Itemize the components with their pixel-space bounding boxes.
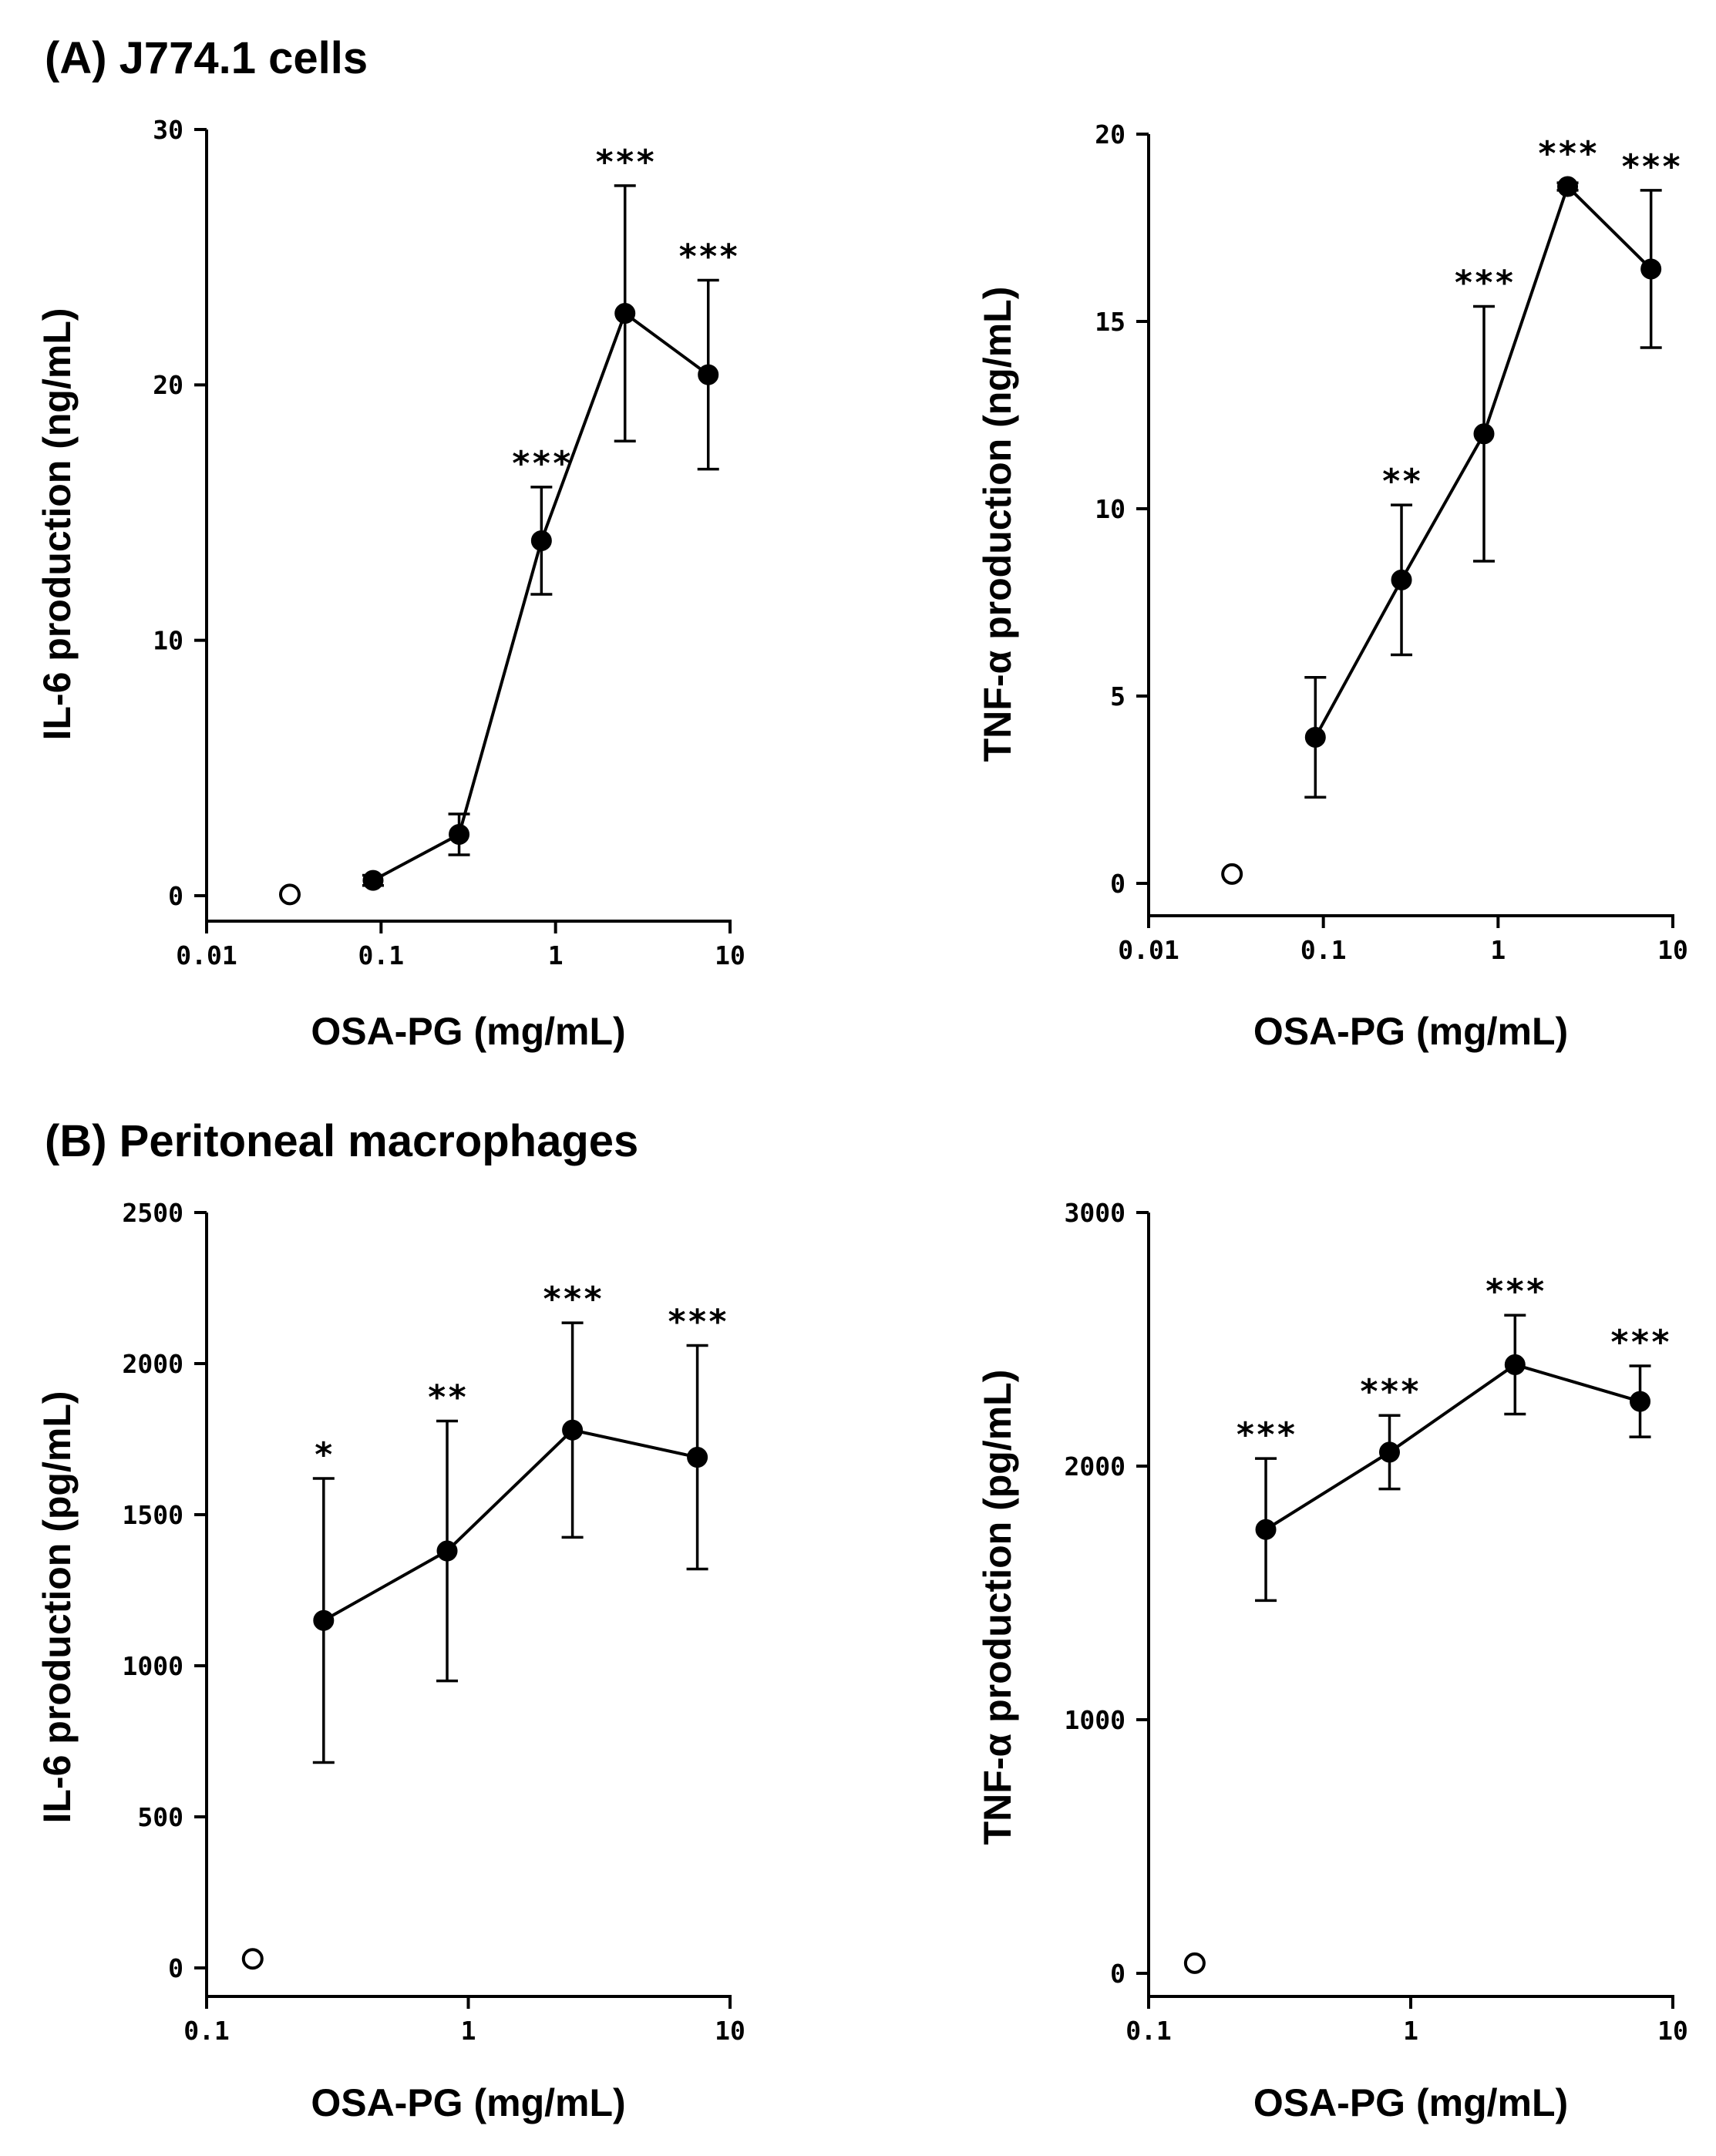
data-point [436, 1540, 458, 1562]
x-axis-label: OSA-PG (mg/mL) [311, 1010, 625, 1053]
y-tick-label: 20 [1095, 119, 1125, 150]
x-axis-label: OSA-PG (mg/mL) [1253, 1010, 1568, 1053]
y-tick-label: 0 [168, 1953, 183, 1983]
y-axis-label: IL-6 production (pg/mL) [35, 1391, 79, 1823]
significance-label: *** [1485, 1272, 1546, 1311]
x-tick-label: 10 [1657, 2016, 1688, 2046]
data-point [530, 530, 552, 551]
y-tick-label: 1000 [1065, 1705, 1125, 1735]
significance-label: *** [1235, 1415, 1296, 1455]
chart-a-tnf: 0 5 10 15 20 0.01 0.1 1 10 OSA-PG (mg/mL) TNF-α pr… [976, 119, 1688, 1053]
y-tick-label: 15 [1095, 307, 1125, 337]
y-tick-label: 0 [1110, 869, 1125, 899]
y-tick-label: 30 [153, 115, 183, 145]
y-tick-label: 10 [153, 626, 183, 656]
significance-label: *** [1359, 1372, 1420, 1411]
data-point [362, 869, 384, 891]
y-tick-label: 0 [1110, 1959, 1125, 1989]
x-tick-label: 10 [715, 2016, 745, 2046]
data-point [1378, 1441, 1400, 1463]
y-tick-label: 1500 [123, 1500, 183, 1530]
y-tick-label: 20 [153, 370, 183, 400]
x-tick-label: 10 [1657, 935, 1688, 965]
x-axis-label: OSA-PG (mg/mL) [1253, 2081, 1568, 2124]
significance-label: *** [667, 1302, 728, 1341]
data-point [1473, 423, 1495, 445]
y-tick-label: 10 [1095, 494, 1125, 524]
series-line [1264, 1363, 1641, 1531]
significance-label: *** [594, 143, 655, 182]
control-point [241, 1948, 264, 1970]
control-point [1183, 1952, 1206, 1974]
y-tick-label: 2000 [123, 1349, 183, 1379]
y-tick-label: 2000 [1065, 1451, 1125, 1482]
data-point [1640, 258, 1662, 280]
data-point [687, 1447, 708, 1468]
series-line [372, 311, 709, 882]
x-tick-label: 1 [548, 940, 564, 970]
x-axis-label: OSA-PG (mg/mL) [311, 2081, 625, 2124]
x-tick-label: 0.01 [1118, 935, 1179, 965]
data-point [1630, 1391, 1651, 1412]
significance-label: ** [427, 1377, 468, 1417]
x-tick-label: 0.01 [176, 940, 237, 970]
significance-label: *** [1620, 147, 1681, 187]
significance-label: *** [542, 1280, 603, 1319]
y-tick-label: 500 [137, 1802, 183, 1832]
chart-b-tnf: 0 1000 2000 3000 0.1 1 10 OSA-PG (mg/mL) TNF-α p… [976, 1198, 1688, 2124]
y-tick-label: 0 [168, 881, 183, 911]
series-line [322, 1428, 698, 1622]
x-tick-label: 0.1 [183, 2016, 230, 2046]
data-point [698, 364, 719, 385]
x-tick-label: 10 [715, 940, 745, 970]
significance-label: *** [1610, 1323, 1671, 1362]
data-point [1255, 1519, 1277, 1540]
significance-label: *** [1453, 264, 1514, 303]
section-title-a: (A) J774.1 cells [45, 33, 368, 83]
significance-label: *** [678, 237, 739, 276]
y-axis-label: TNF-α production (ng/mL) [976, 287, 1019, 762]
significance-label: ** [1381, 462, 1422, 501]
control-point [1221, 863, 1243, 885]
control-point [278, 883, 301, 906]
significance-label: *** [1537, 134, 1598, 173]
data-point [313, 1609, 335, 1631]
x-tick-label: 0.1 [358, 940, 405, 970]
chart-b-il6: 0 500 1000 1500 2000 2500 0.1 1 10 OSA-PG (mg/mL)… [35, 1198, 745, 2124]
data-point [614, 303, 636, 325]
chart-a-il6: 0 10 20 30 0.01 0.1 1 10 OSA-PG (mg/mL) IL-6 prod… [35, 115, 745, 1053]
data-point [1557, 176, 1579, 197]
y-tick-label: 1000 [123, 1651, 183, 1681]
x-tick-label: 0.1 [1300, 935, 1347, 965]
y-axis-label: TNF-α production (pg/mL) [976, 1370, 1019, 1845]
data-point [1304, 726, 1326, 748]
significance-label: * [314, 1435, 335, 1475]
x-tick-label: 0.1 [1125, 2016, 1172, 2046]
data-point [562, 1419, 584, 1441]
y-axis-label: IL-6 production (ng/mL) [35, 308, 79, 740]
x-tick-label: 1 [1490, 935, 1506, 965]
y-tick-label: 3000 [1065, 1198, 1125, 1228]
data-point [1391, 569, 1412, 590]
x-tick-label: 1 [1403, 2016, 1418, 2046]
y-tick-label: 2500 [123, 1198, 183, 1228]
data-point [1504, 1354, 1526, 1375]
y-tick-label: 5 [1110, 681, 1125, 711]
significance-label: *** [511, 444, 572, 483]
section-title-b: (B) Peritoneal macrophages [45, 1116, 638, 1166]
data-point [449, 823, 470, 845]
x-tick-label: 1 [461, 2016, 476, 2046]
